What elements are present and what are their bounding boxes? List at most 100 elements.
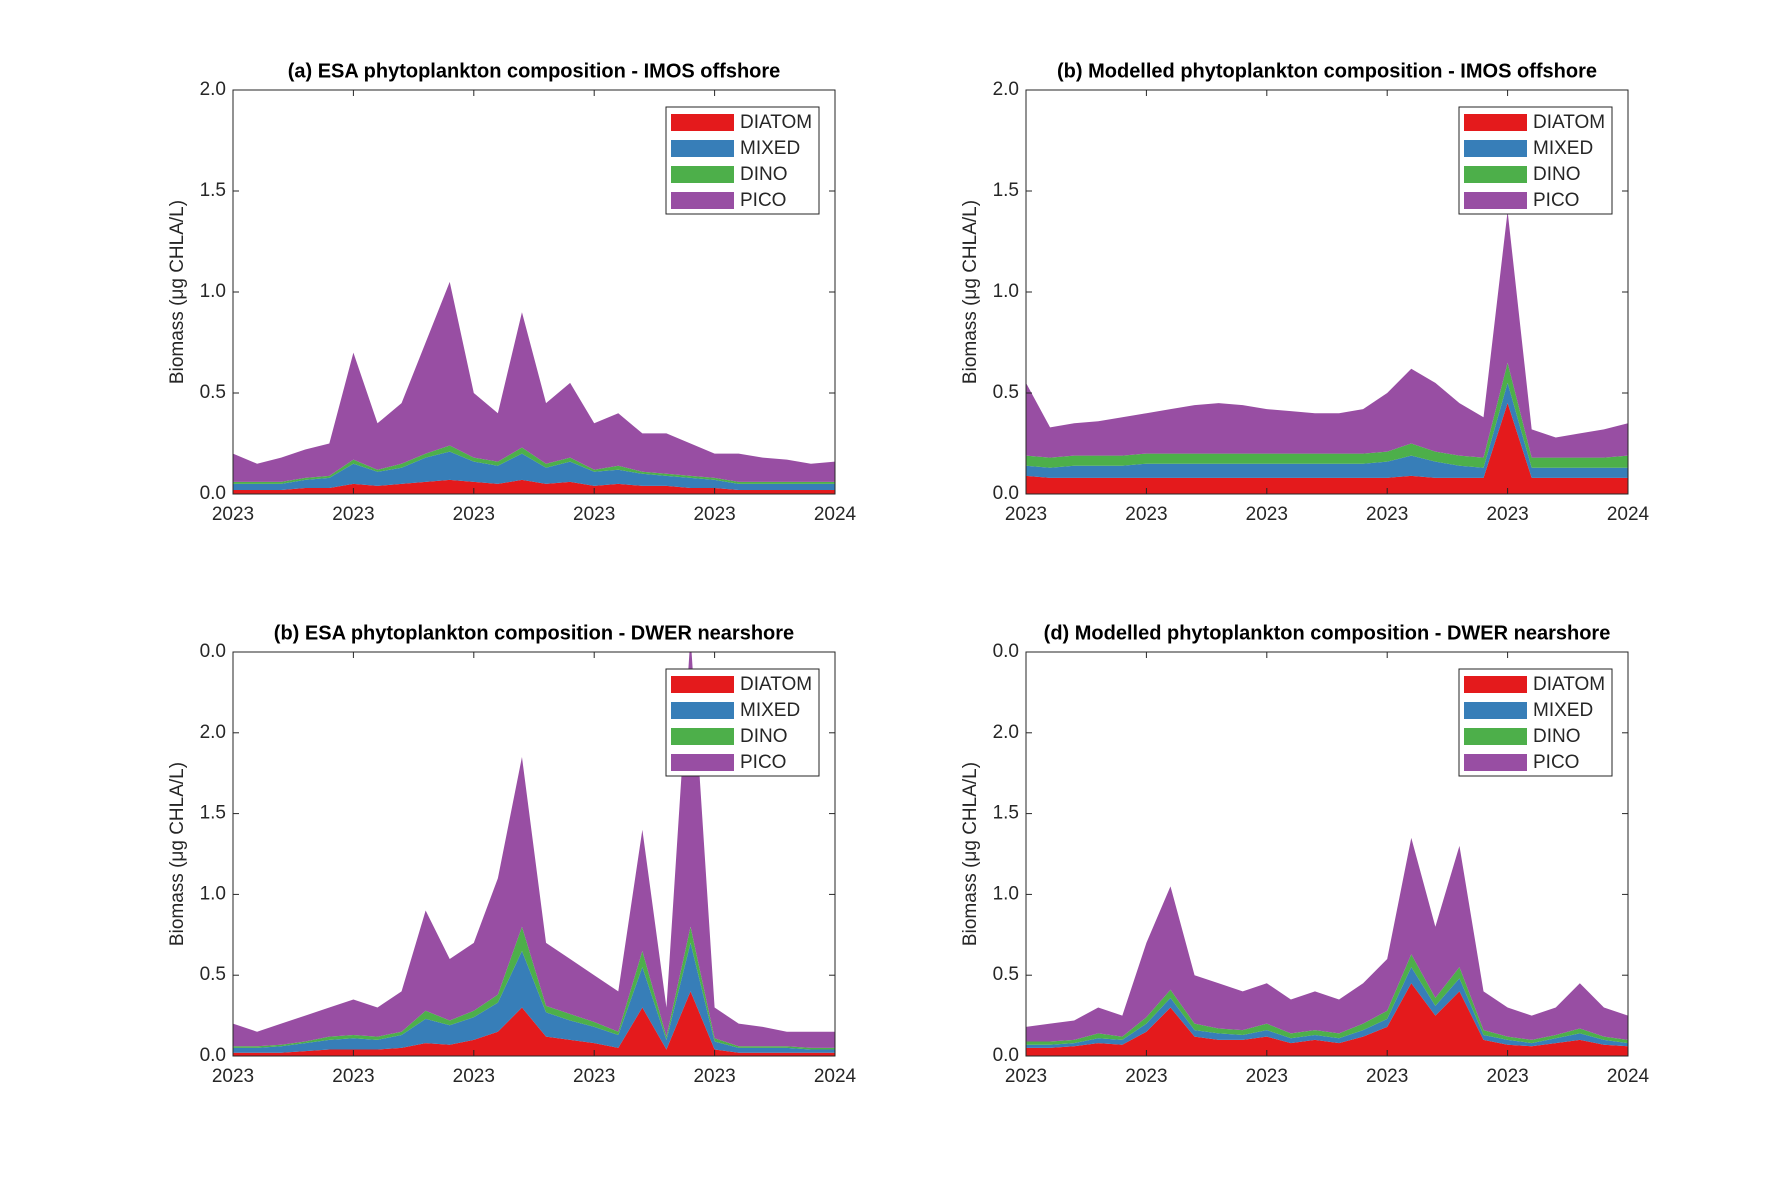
y-tick-label: 1.0: [200, 281, 226, 302]
y-tick-label: 1.5: [200, 803, 226, 824]
legend-swatch: [1464, 166, 1527, 183]
area: [233, 926, 835, 1050]
legend-label: DINO: [740, 726, 788, 747]
x-tick-label: 2024: [814, 1066, 857, 1087]
areas: [1026, 211, 1628, 494]
y-tick-label: 0.5: [993, 964, 1019, 985]
x-tick-label: 2023: [1486, 504, 1528, 525]
legend-swatch: [1464, 702, 1527, 719]
x-tick-label: 2024: [1607, 1066, 1650, 1087]
y-tick-label: 2.0: [993, 79, 1019, 100]
x-tick-label: 2023: [332, 504, 374, 525]
x-tick-label: 2024: [814, 504, 857, 525]
chart-title: (d) Modelled phytoplankton composition -…: [1044, 622, 1611, 644]
legend-label: PICO: [1533, 752, 1579, 773]
axes-box: [1025, 651, 1629, 1057]
legend-label: PICO: [740, 752, 786, 773]
area: [1026, 983, 1628, 1056]
y-tick-label: 0.0: [993, 641, 1019, 662]
subplot: 0.0 0.5 1.0 1.5 2.0 2023 2023 2023 2023 2023 2024 (…: [960, 60, 1650, 525]
legend-label: DIATOM: [1533, 674, 1605, 695]
legend-swatch: [671, 114, 734, 131]
y-tick-label: 0.5: [200, 964, 226, 985]
area: [233, 451, 835, 490]
x-tick-label: 2023: [1486, 1066, 1528, 1087]
legend-label: DIATOM: [1533, 112, 1605, 133]
x-tick-label: 2023: [1005, 1066, 1047, 1087]
x-tick-label: 2023: [453, 504, 495, 525]
y-tick-label: 0.0: [200, 641, 226, 662]
area: [233, 942, 835, 1053]
y-tick-label: 0.5: [993, 382, 1019, 403]
area: [233, 991, 835, 1056]
x-tick-label: 2023: [573, 504, 615, 525]
x-tick-label: 2023: [212, 504, 254, 525]
y-tick-label: 1.5: [200, 180, 226, 201]
legend-label: PICO: [740, 190, 786, 211]
x-tick-label: 2023: [1246, 1066, 1288, 1087]
y-axis-label: Biomass (μg CHLA/L): [167, 762, 188, 946]
legend-swatch: [1464, 192, 1527, 209]
y-axis-label: Biomass (μg CHLA/L): [960, 762, 981, 946]
x-tick-label: 2023: [1125, 504, 1167, 525]
y-tick-label: 2.0: [200, 722, 226, 743]
area: [233, 281, 835, 482]
y-axis-label: Biomass (μg CHLA/L): [167, 200, 188, 384]
area: [1026, 362, 1628, 468]
y-tick-label: 0.0: [200, 1045, 226, 1066]
area: [1026, 382, 1628, 478]
legend-swatch: [1464, 754, 1527, 771]
x-tick-label: 2023: [1246, 504, 1288, 525]
legend-label: DIATOM: [740, 674, 812, 695]
y-tick-label: 0.0: [993, 1045, 1019, 1066]
subplot: 0.0 0.5 1.0 1.5 2.0 2023 2023 2023 2023 2023 2024 (…: [167, 60, 857, 525]
legend-swatch: [671, 192, 734, 209]
y-tick-label: 2.0: [200, 79, 226, 100]
y-tick-label: 1.0: [993, 883, 1019, 904]
legend-label: MIXED: [1533, 700, 1593, 721]
chart-title: (b) Modelled phytoplankton composition -…: [1057, 60, 1597, 82]
y-tick-label: 1.5: [993, 180, 1019, 201]
legend-swatch: [671, 754, 734, 771]
legend-swatch: [671, 702, 734, 719]
x-tick-label: 2023: [453, 1066, 495, 1087]
legend-label: DINO: [1533, 726, 1581, 747]
x-tick-label: 2023: [573, 1066, 615, 1087]
area: [1026, 967, 1628, 1048]
legend-swatch: [1464, 114, 1527, 131]
y-tick-label: 0.0: [993, 483, 1019, 504]
legend-label: DIATOM: [740, 112, 812, 133]
areas: [233, 281, 835, 494]
legend-swatch: [671, 728, 734, 745]
x-tick-label: 2023: [1366, 1066, 1408, 1087]
area: [1026, 954, 1628, 1045]
chart-title: (b) ESA phytoplankton composition - DWER…: [274, 622, 794, 644]
x-tick-label: 2023: [1005, 504, 1047, 525]
x-tick-label: 2024: [1607, 504, 1650, 525]
chart-title: (a) ESA phytoplankton composition - IMOS…: [288, 60, 781, 82]
legend-label: MIXED: [740, 700, 800, 721]
x-tick-label: 2023: [1366, 504, 1408, 525]
legend-swatch: [1464, 676, 1527, 693]
legend-swatch: [671, 140, 734, 157]
x-tick-label: 2023: [212, 1066, 254, 1087]
x-tick-label: 2023: [332, 1066, 374, 1087]
area: [1026, 403, 1628, 494]
y-tick-label: 0.0: [200, 483, 226, 504]
legend-label: DINO: [740, 164, 788, 185]
axes-box: [232, 651, 836, 1057]
legend-swatch: [671, 166, 734, 183]
area: [1026, 837, 1628, 1042]
legend-label: PICO: [1533, 190, 1579, 211]
legend-label: MIXED: [1533, 138, 1593, 159]
legend-label: DINO: [1533, 164, 1581, 185]
y-tick-label: 1.0: [200, 883, 226, 904]
y-axis-label: Biomass (μg CHLA/L): [960, 200, 981, 384]
y-tick-label: 2.0: [993, 722, 1019, 743]
x-tick-label: 2023: [693, 504, 735, 525]
legend-swatch: [1464, 728, 1527, 745]
legend-swatch: [671, 676, 734, 693]
